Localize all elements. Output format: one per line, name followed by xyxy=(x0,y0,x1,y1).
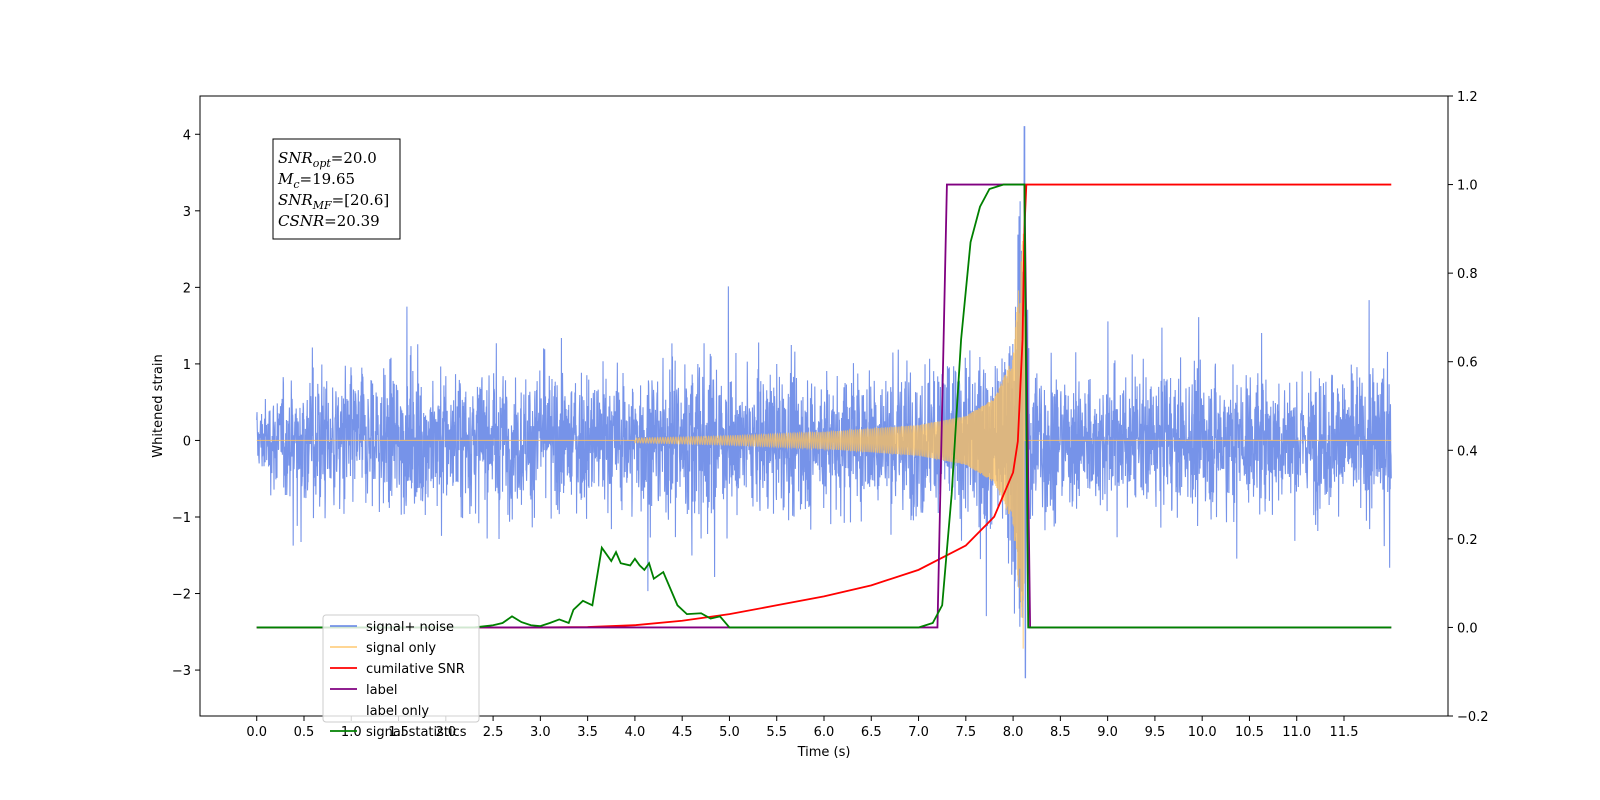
x-tick-label: 5.5 xyxy=(766,725,787,740)
right-axis-series xyxy=(256,183,1392,629)
y-right-tick-label: 0.8 xyxy=(1457,267,1478,282)
y-tick-label: −2 xyxy=(172,588,191,603)
x-tick-label: 6.0 xyxy=(814,725,835,740)
signal-only-line xyxy=(256,205,1392,649)
y-tick-label: 3 xyxy=(183,205,191,220)
annotation-frame xyxy=(272,138,401,240)
x-tick-label: 10.0 xyxy=(1188,725,1217,740)
x-tick-label: 0.5 xyxy=(294,725,315,740)
legend-label: signal statistics xyxy=(366,725,467,740)
y-tick-label: 1 xyxy=(183,358,191,373)
y-tick-label: 0 xyxy=(183,434,191,449)
y-tick-label: 4 xyxy=(183,128,191,143)
legend-label: label xyxy=(366,683,397,698)
annotation-line: CSNR=20.39 xyxy=(278,212,380,230)
x-tick-label: 4.0 xyxy=(625,725,646,740)
annotation-line: SNRopt=20.0 xyxy=(278,149,377,170)
legend-label: cumilative SNR xyxy=(366,662,465,677)
x-tick-label: 7.0 xyxy=(908,725,929,740)
signal-statistics-line xyxy=(256,183,1392,629)
y-right-tick-label: 0.2 xyxy=(1457,533,1478,548)
x-axis-label: Time (s) xyxy=(797,745,851,760)
x-tick-label: 8.0 xyxy=(1003,725,1024,740)
y-tick-label: −1 xyxy=(172,511,191,526)
x-tick-label: 4.5 xyxy=(672,725,693,740)
legend-label: signal+ noise xyxy=(366,620,454,635)
stats-annotation-box: SNRopt=20.0Mc=19.65SNRMF=[20.6]CSNR=20.3… xyxy=(272,138,401,240)
x-tick-label: 7.5 xyxy=(955,725,976,740)
legend-frame xyxy=(322,614,480,723)
x-tick-label: 11.0 xyxy=(1282,725,1311,740)
y-tick-label: −3 xyxy=(172,664,191,679)
x-tick-label: 1.5 xyxy=(388,725,409,740)
x-tick-label: 3.5 xyxy=(577,725,598,740)
x-tick-label: 2.5 xyxy=(483,725,504,740)
annotation-line: SNRMF=[20.6] xyxy=(278,191,389,212)
legend-label: signal only xyxy=(366,641,436,656)
x-tick-label: 5.0 xyxy=(719,725,740,740)
y-right-tick-label: 0.0 xyxy=(1457,621,1478,636)
y-tick-label: 2 xyxy=(183,281,191,296)
y-right-tick-label: 0.6 xyxy=(1457,356,1478,371)
x-tick-label: 6.5 xyxy=(861,725,882,740)
x-tick-label: 8.5 xyxy=(1050,725,1071,740)
x-tick-label: 3.0 xyxy=(530,725,551,740)
x-tick-label: 11.5 xyxy=(1330,725,1359,740)
y-axis-ticks: −3 −2 −1 0 1 2 3 4 xyxy=(172,128,200,679)
x-tick-label: 2.0 xyxy=(435,725,456,740)
y-right-axis-ticks: −0.2 0.0 0.2 0.4 0.6 0.8 1.0 1.2 xyxy=(1448,90,1489,725)
x-axis-ticks: 0.0 0.5 1.0 1.5 2.0 2.5 3.0 3.5 4.0 4.5 5.0 5.5 6.0 6… xyxy=(246,716,1358,740)
y-right-tick-label: 1.0 xyxy=(1457,179,1478,194)
legend-label: label only xyxy=(366,704,429,719)
annotation-line: Mc=19.65 xyxy=(277,170,355,191)
signal-only-series xyxy=(256,205,1392,649)
x-tick-label: 0.0 xyxy=(246,725,267,740)
legend: signal+ noise signal only cumilative SNR la… xyxy=(322,614,480,740)
y-right-tick-label: 1.2 xyxy=(1457,90,1478,105)
cumilative-snr-line xyxy=(256,183,1392,629)
x-tick-label: 10.5 xyxy=(1235,725,1264,740)
y-right-tick-label: 0.4 xyxy=(1457,444,1478,459)
x-tick-label: 1.0 xyxy=(341,725,362,740)
y-right-tick-label: −0.2 xyxy=(1457,710,1489,725)
x-tick-label: 9.0 xyxy=(1097,725,1118,740)
x-tick-label: 9.5 xyxy=(1145,725,1166,740)
y-axis-label: Whitened strain xyxy=(151,354,166,457)
